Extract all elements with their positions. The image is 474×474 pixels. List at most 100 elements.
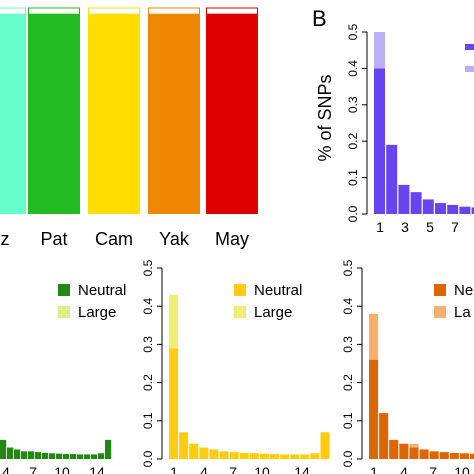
legend-swatch-1 (234, 306, 246, 318)
snp-frequency-chart-bottom-left: 4 7 10 14 Neutral Large (0, 282, 126, 474)
legend-swatch-0 (58, 284, 70, 296)
bar-bm-16 (320, 432, 330, 459)
bar-yak (148, 14, 200, 215)
bar-large-br-5 (409, 443, 419, 448)
legend-swatch-1 (434, 306, 446, 318)
x-tick-label: 10 (254, 464, 270, 474)
bar-top-pat (28, 7, 80, 15)
bar-br-1 (369, 359, 379, 459)
bar-bm-9 (249, 453, 259, 459)
bar-b-1 (374, 68, 385, 215)
y-tick-label: 0.2 (341, 374, 355, 391)
legend-swatch-0 (465, 44, 474, 50)
bar-br-4 (399, 443, 409, 459)
bar-may (206, 14, 258, 215)
bar-large-b-1 (374, 32, 385, 69)
y-tick-label: 0.1 (141, 412, 155, 429)
y-tick-label: 0.5 (346, 23, 360, 40)
bar-b-5 (422, 199, 434, 214)
bar-bm-13 (290, 454, 300, 459)
y-tick-label: 0.0 (341, 450, 355, 467)
bar-br-2 (379, 413, 389, 459)
category-label-cam: Cam (95, 229, 133, 249)
y-tick-label: 0.3 (141, 336, 155, 353)
bar-top-yak (148, 7, 200, 15)
x-tick-label: 3 (401, 219, 409, 235)
bar-bl-2 (7, 447, 14, 459)
bar-bm-3 (189, 443, 199, 459)
bar-br-7 (429, 451, 439, 459)
bar-bl-5 (28, 451, 35, 459)
y-tick-label: 0.3 (346, 96, 360, 113)
bar-bl-15 (98, 453, 105, 459)
bar-bl-13 (84, 454, 91, 459)
bar-top-moz (0, 7, 26, 15)
legend-label-0: Neutral (78, 282, 126, 299)
bar-large-br-1 (369, 313, 379, 360)
y-tick-label: 0.5 (141, 259, 155, 276)
bar-bl-16 (105, 439, 112, 459)
bar-bl-1 (0, 439, 7, 459)
y-tick-label: 0.1 (346, 169, 360, 186)
bar-b-9 (471, 207, 474, 214)
bar-bm-7 (229, 452, 239, 459)
x-tick-label: 1 (370, 464, 378, 474)
bar-top-may (206, 7, 258, 15)
y-tick-label: 0.5 (341, 259, 355, 276)
category-label-may: May (215, 229, 249, 249)
bar-large-bm-1 (169, 294, 179, 349)
bar-bl-12 (77, 454, 84, 459)
x-tick-label: 4 (2, 464, 10, 474)
x-tick-label: 4 (200, 464, 208, 474)
legend-swatch-0 (434, 284, 446, 296)
y-tick-label: 0.0 (141, 450, 155, 467)
x-tick-label: 14 (294, 464, 310, 474)
legend-swatch-1 (58, 306, 70, 318)
y-tick-label: 0.4 (346, 60, 360, 77)
x-tick-label: 4 (400, 464, 408, 474)
bar-cam (88, 14, 140, 215)
bar-br-11 (470, 453, 474, 459)
bar-bl-6 (35, 452, 42, 459)
y-tick-label: 0.2 (346, 133, 360, 150)
bar-bl-11 (70, 454, 77, 459)
x-tick-label: 1 (376, 219, 384, 235)
legend-label-1: Large (254, 304, 292, 321)
bar-moz (0, 14, 26, 215)
bar-br-8 (439, 452, 449, 459)
bar-b-7 (447, 204, 459, 214)
x-tick-label: 10 (454, 464, 470, 474)
bar-bm-8 (239, 452, 249, 459)
x-tick-label: 7 (229, 464, 237, 474)
bar-bm-2 (179, 432, 189, 459)
bar-b-8 (459, 206, 471, 214)
bar-b-3 (398, 184, 410, 214)
legend-label-1: Large (78, 304, 116, 321)
category-label-pat: Pat (40, 229, 67, 249)
y-tick-label: 0.2 (141, 374, 155, 391)
legend-label-0: Ne (454, 282, 473, 299)
y-tick-label: 0.4 (141, 298, 155, 315)
bar-bl-7 (42, 452, 49, 459)
bar-bl-4 (21, 451, 28, 459)
bar-br-3 (389, 439, 399, 459)
panel-label-b: B (312, 6, 327, 31)
y-tick-label: 0.4 (341, 298, 355, 315)
x-tick-label: 7 (29, 464, 37, 474)
bar-bl-14 (91, 454, 98, 459)
bar-bm-12 (280, 454, 290, 459)
bar-pat (28, 14, 80, 215)
population-bar-chart: oz Pat Cam Yak May (0, 7, 258, 249)
bar-bm-1 (169, 348, 179, 459)
x-tick-label: 1 (170, 464, 178, 474)
legend-swatch-0 (234, 284, 246, 296)
bar-bm-15 (310, 453, 320, 459)
legend-swatch-1 (465, 66, 474, 72)
bar-br-6 (419, 449, 429, 459)
bar-br-9 (449, 452, 459, 459)
category-label-moz: oz (0, 229, 10, 249)
y-tick-label: 0.3 (341, 336, 355, 353)
y-tick-label: 0.0 (346, 205, 360, 222)
y-axis-label-b: % of SNPs (315, 74, 335, 161)
